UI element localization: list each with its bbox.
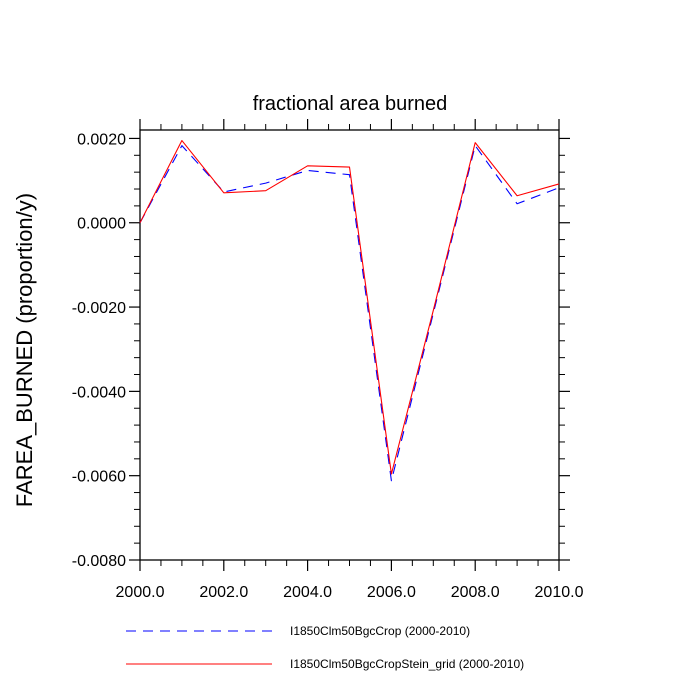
x-tick-label: 2004.0 (283, 584, 332, 601)
x-tick-label: 2010.0 (535, 584, 584, 601)
y-tick-label: -0.0080 (72, 553, 126, 570)
legend-label-1: I1850Clm50BgcCrop (2000-2010) (290, 624, 470, 638)
y-axis-label: FAREA_BURNED (proportion/y) (12, 193, 37, 507)
legend-label-2: I1850Clm50BgcCropStein_grid (2000-2010) (290, 657, 524, 671)
y-tick-label: -0.0060 (72, 469, 126, 486)
series-line-2 (139, 139, 560, 475)
plot-frame (139, 129, 560, 561)
legend: I1850Clm50BgcCrop (2000-2010) I1850Clm50B… (126, 624, 524, 671)
y-tick-label: 0.0020 (77, 131, 126, 148)
axis-ticks (129, 119, 570, 571)
chart-title: fractional area burned (253, 93, 448, 115)
axis-tick-labels: 2000.0 2002.0 2004.0 2006.0 2008.0 2010.0 0.00… (72, 131, 584, 601)
x-tick-label: 2006.0 (367, 584, 416, 601)
y-tick-label: -0.0020 (72, 300, 126, 317)
x-tick-label: 2002.0 (199, 584, 248, 601)
series-lines (139, 139, 560, 482)
x-tick-label: 2008.0 (451, 584, 500, 601)
x-tick-label: 2000.0 (116, 584, 165, 601)
y-tick-label: 0.0000 (77, 216, 126, 233)
series-line-1 (139, 145, 560, 482)
y-tick-label: -0.0040 (72, 384, 126, 401)
